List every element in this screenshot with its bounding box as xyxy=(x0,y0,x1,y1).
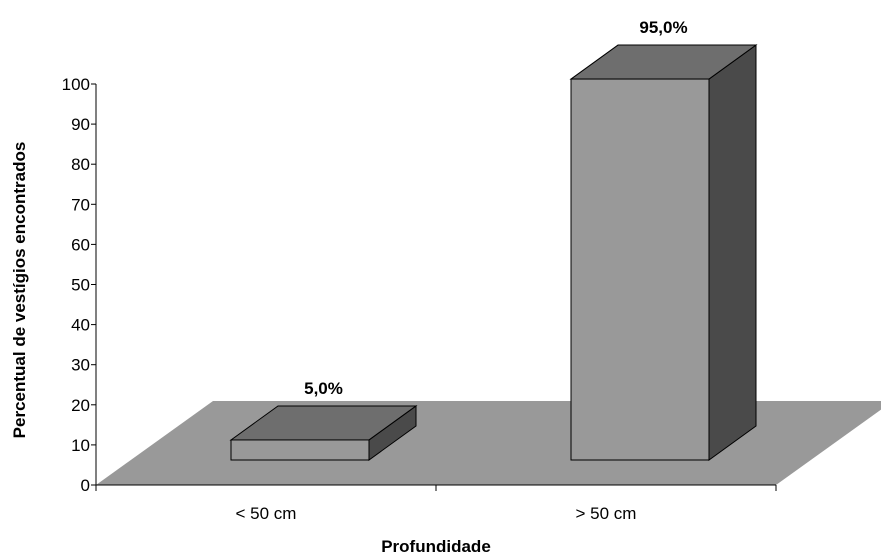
y-axis-ticks: 0 10 20 30 40 50 60 70 80 90 100 xyxy=(62,75,96,495)
y-tick-label: 100 xyxy=(62,75,90,94)
bars xyxy=(229,44,758,461)
y-tick-label: 0 xyxy=(81,476,90,495)
category-label: > 50 cm xyxy=(576,504,637,523)
data-labels: 5,0% 95,0% xyxy=(304,18,687,398)
y-tick-label: 50 xyxy=(71,276,90,295)
y-tick-label: 90 xyxy=(71,115,90,134)
category-labels: < 50 cm > 50 cm xyxy=(236,504,637,523)
bar-front xyxy=(230,439,370,461)
y-tick-label: 20 xyxy=(71,396,90,415)
y-tick-label: 40 xyxy=(71,316,90,335)
bar-front xyxy=(570,78,710,461)
y-tick-label: 60 xyxy=(71,235,90,254)
y-tick-label: 80 xyxy=(71,155,90,174)
y-tick-label: 30 xyxy=(71,356,90,375)
x-axis-title: Profundidade xyxy=(381,537,491,556)
category-label: < 50 cm xyxy=(236,504,297,523)
bar xyxy=(569,44,758,461)
data-label: 5,0% xyxy=(304,379,343,398)
chart-floor xyxy=(96,401,881,485)
y-axis-title: Percentual de vestígios encontrados xyxy=(10,142,29,439)
y-tick-label: 70 xyxy=(71,195,90,214)
bar xyxy=(229,404,418,461)
x-axis-ticks xyxy=(95,485,777,491)
bar-side xyxy=(708,44,757,461)
y-tick-label: 10 xyxy=(71,436,90,455)
data-label: 95,0% xyxy=(639,18,687,37)
